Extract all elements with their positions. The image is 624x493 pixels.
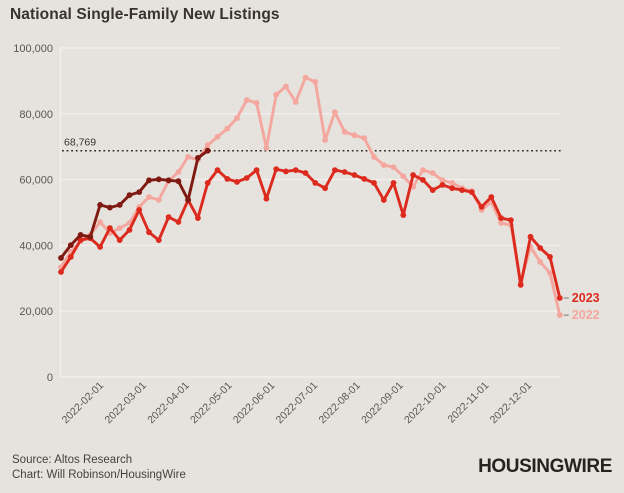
line-series-2023: 2023 (58, 166, 600, 305)
svg-text:2022-12-01: 2022-12-01 (488, 380, 535, 427)
svg-text:60,000: 60,000 (19, 175, 53, 187)
svg-text:2022-05-01: 2022-05-01 (188, 380, 235, 427)
svg-text:2022-09-01: 2022-09-01 (359, 380, 406, 427)
x-axis-tick-labels: 2022-02-012022-03-012022-04-012022-05-01… (60, 380, 535, 427)
svg-text:100,000: 100,000 (13, 43, 53, 55)
svg-text:2022-04-01: 2022-04-01 (145, 380, 192, 427)
svg-text:0: 0 (47, 372, 53, 384)
source-line: Source: Altos Research (12, 454, 133, 466)
housingwire-logo: HOUSINGWIRE (478, 456, 612, 477)
reference-line-label: 68,769 (64, 137, 96, 149)
svg-text:40,000: 40,000 (19, 240, 53, 252)
series-end-label-2022: 2022 (572, 308, 600, 322)
svg-text:2022-02-01: 2022-02-01 (60, 380, 107, 427)
svg-text:2022-07-01: 2022-07-01 (274, 380, 321, 427)
svg-text:2022-06-01: 2022-06-01 (231, 380, 278, 427)
y-axis-tick-labels: 0 20,000 40,000 60,000 80,000 100,000 (13, 43, 53, 384)
svg-text:80,000: 80,000 (19, 109, 53, 121)
reference-line: 68,769 (62, 137, 563, 152)
series-end-label-2023: 2023 (572, 291, 600, 305)
chart-canvas: 0 20,000 40,000 60,000 80,000 100,000 2022-02-… (13, 43, 600, 427)
svg-text:20,000: 20,000 (19, 306, 53, 318)
page-title: National Single-Family New Listings (10, 6, 280, 23)
svg-text:2022-08-01: 2022-08-01 (316, 380, 363, 427)
line-series-unlabeled-dark-partial (58, 147, 211, 261)
svg-text:2022-10-01: 2022-10-01 (402, 380, 449, 427)
credit-line: Chart: Will Robinson/HousingWire (12, 468, 186, 481)
svg-text:2022-11-01: 2022-11-01 (445, 380, 491, 426)
chart-footnote: Source: Altos Research Chart: Will Robin… (12, 453, 186, 482)
svg-text:2022-03-01: 2022-03-01 (102, 380, 149, 427)
